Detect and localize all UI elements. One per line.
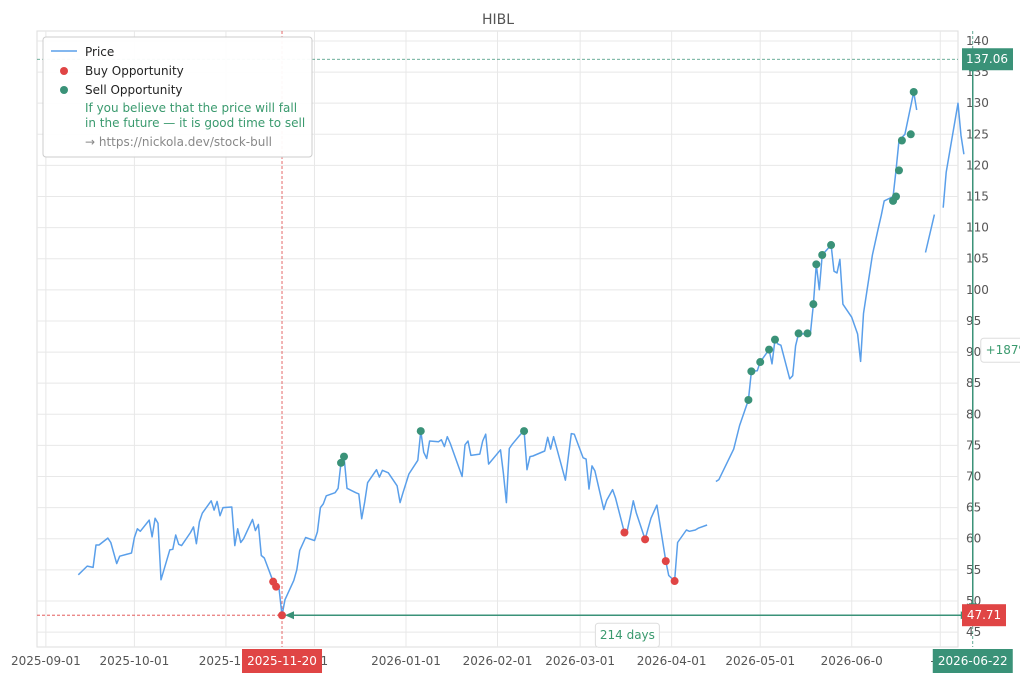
y-tick-label: 115 [966,190,989,204]
x-tick-label: 2025-11- [199,654,253,668]
chart-title: HIBL [482,12,514,28]
x-tick-label: 2026-02-01 [463,654,533,668]
x-tick-label: 2026-06-0 [821,654,883,668]
high-price-label: 137.06 [966,52,1008,66]
y-tick-label: 95 [966,314,981,328]
y-tick-label: 100 [966,283,989,297]
x-tick-label: 2026-04-01 [637,654,707,668]
sell-point [803,329,812,338]
duration-arrow-head-left [285,611,295,620]
sell-point [520,427,529,436]
sell-point [827,241,836,250]
y-tick-label: 85 [966,376,981,390]
y-tick-label: 105 [966,252,989,266]
low-date-badge [242,649,323,673]
price-line-segment [77,430,708,617]
sell-point [747,367,756,376]
y-tick-label: 110 [966,221,989,235]
buy-opportunity-series [269,528,679,620]
price-line-segment [924,214,936,253]
y-tick-label: 130 [966,96,989,110]
low-price-badge [962,604,1006,627]
x-tick-label: 2026-01-01 [371,654,441,668]
grid [37,31,958,647]
legend: Price Buy Opportunity Sell Opportunity I… [42,36,313,158]
sell-point [894,166,903,175]
legend-note-line-2: in the future — it is good time to sell [85,116,305,130]
sell-point [909,87,918,96]
sell-point [892,192,901,201]
y-tick-label: 120 [966,158,989,172]
sell-point [818,251,827,259]
legend-box [42,36,313,158]
annotations: 214 days +187% 137.06 47.71 2025-11-20 2026-0… [242,48,1020,673]
y-tick-label: 140 [966,34,989,48]
y-tick-label: 125 [966,127,989,141]
sell-opportunity-series [337,55,977,467]
x-tick-label: 2026-03-01 [545,654,615,668]
sell-point [416,427,425,436]
sell-point [765,345,774,354]
high-date-label: 2026-06-22 [938,654,1008,668]
legend-sell-swatch [60,86,68,94]
legend-link[interactable]: → https://nickola.dev/stock-bull [85,135,272,149]
sell-point [906,130,915,139]
sell-point [744,395,753,404]
legend-note-line-1: If you believe that the price will fall [85,101,297,115]
x-axis: 2025-09-012025-10-012025-11-2-012026-01-… [11,654,950,668]
price-series [77,91,965,617]
sell-point [770,335,779,344]
change-label: +187% [986,343,1020,357]
y-axis: 4550556065707580859095100105110115120125… [966,34,989,639]
y-tick-label: 45 [966,625,981,639]
x-tick-label: 2026-05-01 [725,654,795,668]
sell-point [756,358,765,367]
duration-label-box [594,622,660,648]
low-price-label: 47.71 [967,608,1001,622]
sell-point [340,452,348,461]
duration-label: 214 days [600,628,655,642]
y-tick-label: 60 [966,532,981,546]
y-tick-label: 55 [966,563,981,577]
price-line-segment [942,102,965,208]
sell-point [897,136,906,145]
legend-sell-label: Sell Opportunity [85,83,183,97]
low-date-label: 2025-11-20 [247,654,317,668]
y-tick-label: 80 [966,407,981,421]
high-date-badge [932,649,1013,673]
buy-point [620,528,629,537]
change-label-box [980,337,1020,363]
buy-point [272,582,281,591]
legend-buy-swatch [60,67,68,75]
sell-point [812,260,821,269]
buy-point [670,577,679,586]
buy-point [278,611,287,620]
sell-point [809,300,818,309]
price-line-segment [715,91,918,483]
x-tick-label: 2025-09-01 [11,654,81,668]
x-tick-label: 2025-10-01 [100,654,170,668]
buy-point [641,535,650,544]
legend-buy-label: Buy Opportunity [85,64,184,78]
sell-point [794,329,803,338]
sell-point [337,458,346,467]
y-tick-label: 75 [966,438,981,452]
legend-price-label: Price [85,45,114,59]
y-tick-label: 65 [966,501,981,515]
y-tick-label: 90 [966,345,981,359]
y-tick-label: 70 [966,470,981,484]
buy-point [661,557,670,566]
high-price-badge [962,48,1013,71]
